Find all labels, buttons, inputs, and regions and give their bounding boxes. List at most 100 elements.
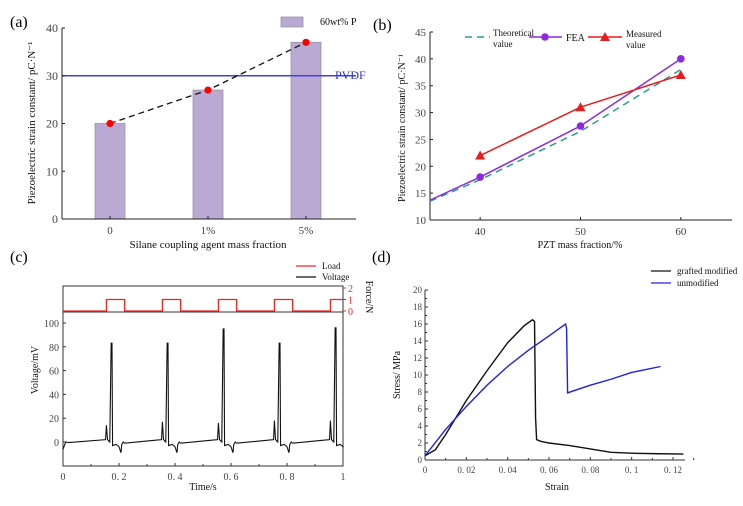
bar-1	[192, 89, 224, 220]
fea-point	[677, 55, 685, 63]
legend-a-label: 60wt% P	[320, 17, 357, 28]
a-ylabel: Piezoelectric strain constant/ pC·N⁻¹	[26, 42, 38, 205]
a-xtick-label: 5%	[299, 225, 314, 237]
legend-b-fea-marker	[541, 33, 549, 41]
d-xtick-label: 0. 06	[540, 465, 559, 475]
pvdf-label: PVDF	[335, 68, 366, 82]
bar-0	[94, 123, 126, 220]
voltage-series	[62, 327, 344, 453]
a-ytick-label: 10	[46, 164, 58, 178]
b-ylabel: Piezoelectric strain constant/ pC·N⁻¹	[397, 54, 408, 202]
d-ytick-label: 16	[413, 319, 423, 329]
c-y2tick-label: 0	[348, 307, 353, 318]
b-ytick-label: 30	[415, 108, 427, 120]
c-xtick-label: 0. 4	[168, 472, 183, 483]
d-xlabel: Strain	[545, 482, 569, 493]
panel-label-b: (b)	[373, 17, 392, 34]
b-ytick-label: 25	[415, 134, 427, 146]
a-xtick-label: 0	[107, 225, 113, 237]
a-ytick-label: 30	[46, 69, 58, 83]
trend-point-1	[204, 86, 212, 94]
d-ytick-label: 18	[413, 302, 423, 312]
d-xtick-label: 0. 04	[499, 465, 518, 475]
c-xtick-label: 0. 2	[112, 472, 127, 483]
a-ytick-label: 40	[46, 21, 58, 35]
c-ylabel: Voltage/mV	[30, 345, 41, 394]
c-ytick-label: 40	[49, 390, 59, 401]
panel-label-a: (a)	[10, 14, 28, 31]
series-measured-value	[479, 74, 682, 157]
b-xtick-label: 40	[475, 226, 487, 238]
d-ytick-label: 0	[418, 455, 423, 465]
d-ytick-label: 14	[413, 336, 423, 346]
legend-d-grafted: grafted modified	[677, 266, 738, 276]
a-ytick-label: 20	[46, 117, 58, 131]
panel-label-c: (c)	[10, 249, 28, 266]
d-xtick-label: 0. 1	[625, 465, 639, 475]
chart-b: 10 15 20 25 30 35 40 45 40 50 60	[415, 27, 732, 238]
legend-b-theory-1: Theoretical	[493, 28, 534, 38]
d-xtick-label: 0. 12	[664, 465, 682, 475]
d-ytick-label: 10	[413, 370, 423, 380]
c-y2tick-label: 1	[348, 296, 353, 307]
d-ytick-label: 4	[418, 421, 423, 431]
legend-b-meas-marker	[600, 32, 610, 41]
c-xtick-label: 0. 8	[280, 472, 295, 483]
d-ylabel: Stress/ MPa	[392, 350, 403, 399]
d-ytick-label: 20	[413, 285, 423, 295]
fea-point	[476, 173, 484, 181]
c-y2tick-label: 2	[348, 284, 353, 295]
d-ytick-label: 8	[418, 387, 423, 397]
b-ytick-label: 15	[415, 188, 427, 200]
d-ytick-label: 2	[418, 438, 423, 448]
a-xtick-label: 1%	[201, 225, 216, 237]
legend-c-voltage: Voltage	[322, 272, 349, 282]
c-xtick-label: 0. 6	[224, 472, 239, 483]
chart-d: 0 2 4 6 8 10 12 14 16 18 20 0 0. 02 0. 04 0. 06 0. 08 0.…	[413, 270, 695, 475]
measured-point	[575, 102, 586, 112]
legend-d-unmod: unmodified	[677, 278, 719, 288]
d-xtick-label: 0	[423, 465, 428, 475]
c-xlabel: Time/s	[189, 482, 217, 493]
b-xtick-label: 50	[575, 226, 587, 238]
c-ytick-label: 0	[54, 438, 59, 449]
trend-point-2	[302, 38, 310, 46]
d-xtick-label: 0. 02	[457, 465, 475, 475]
series-fea	[429, 58, 682, 201]
b-ytick-label: 40	[415, 54, 427, 66]
b-ytick-label: 45	[415, 27, 427, 39]
measured-point	[475, 150, 486, 160]
c-xtick-label: 1	[341, 472, 346, 483]
load-series	[63, 298, 343, 312]
b-xtick-label: 60	[675, 226, 687, 238]
measured-point	[675, 69, 686, 79]
legend-b-meas-2: value	[626, 40, 646, 50]
d-xtick-label: 0. 08	[581, 465, 600, 475]
legend-b-fea: FEA	[566, 33, 586, 44]
d-ytick-label: 6	[418, 404, 423, 414]
a-xlabel: Silane coupling agent mass fraction	[129, 239, 287, 251]
c-ytick-label: 60	[49, 367, 59, 378]
c-ytick-label: 20	[49, 414, 59, 425]
b-ytick-label: 10	[415, 215, 427, 227]
chart-a: 0 10 20 30 40 0 1% 5%	[46, 16, 356, 237]
b-ytick-label: 20	[415, 161, 427, 173]
a-ytick-label: 0	[52, 212, 58, 226]
legend-a-swatch	[280, 16, 304, 28]
c-ytick-label: 100	[44, 319, 59, 330]
panel-label-d: (d)	[372, 249, 391, 266]
series-unmodified	[424, 322, 661, 457]
c-y2label: Force/N	[363, 281, 374, 314]
series-theoretical-value	[429, 68, 682, 202]
c-force-frame	[62, 285, 344, 313]
trend-point-0	[106, 119, 114, 128]
c-xtick-label: 0	[61, 472, 66, 483]
fea-point	[576, 122, 585, 130]
bar-2	[290, 41, 322, 220]
legend-c-load: Load	[322, 261, 341, 271]
series-grafted-modified	[424, 318, 684, 457]
d-ytick-label: 12	[413, 353, 422, 363]
b-ytick-label: 35	[415, 81, 427, 93]
